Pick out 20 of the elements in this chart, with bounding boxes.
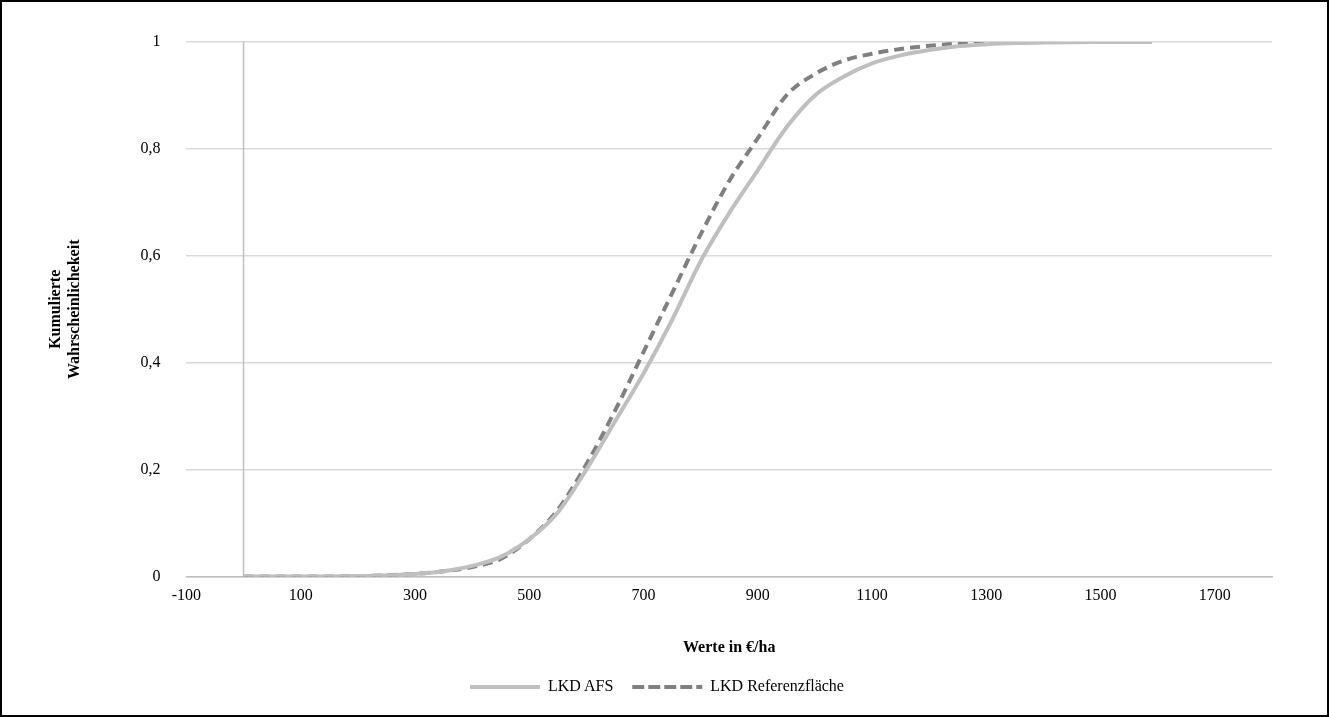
x-tick-label: 100 [288,586,313,604]
x-tick-label: 1500 [1084,586,1117,604]
x-tick-label: 700 [631,586,656,604]
legend-label: LKD AFS [548,677,614,695]
x-tick-label: 500 [517,586,542,604]
y-tick-label: 0,8 [140,139,161,157]
x-tick-label: 1300 [970,586,1003,604]
y-tick-label: 0,2 [140,459,161,477]
y-tick-label: 0,6 [140,246,161,264]
x-tick-label: -100 [171,586,202,604]
y-tick-label: 0 [152,566,161,584]
y-axis-title: Kumulierte Wahrscheinlichekeit [45,238,82,380]
x-tick-label: 1700 [1198,586,1231,604]
x-tick-label: 300 [402,586,427,604]
x-axis-title: Werte in €/ha [682,637,776,655]
y-tick-label: 1 [152,32,161,50]
y-tick-label: 0,4 [140,352,161,370]
x-tick-label: 1100 [856,586,888,604]
legend-label: LKD Referenzfläche [710,677,844,695]
x-tick-label: 900 [745,586,770,604]
